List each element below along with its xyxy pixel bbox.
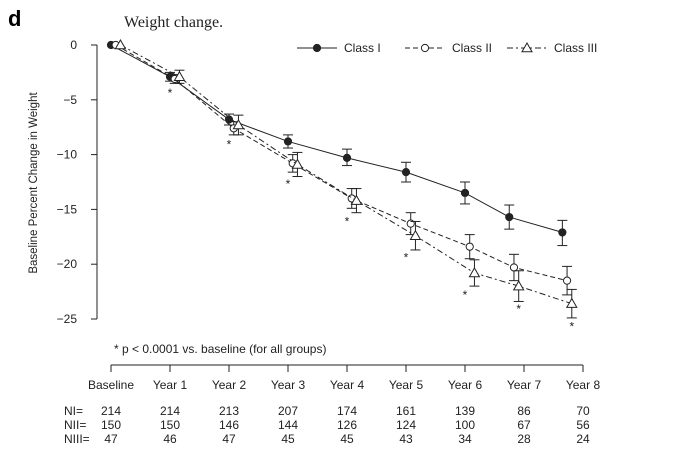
series-class-iii [114,38,578,319]
y-tick-label: −5 [63,93,77,107]
legend: Class I Class II Class III [297,41,597,55]
plot-area [106,38,578,319]
sample-size-table: NI= 214 214 213 207 174 161 139 86 70 NII= 150 150 14… [64,404,590,446]
n-table-cell: 45 [281,432,295,446]
data-point [468,266,481,278]
data-point [562,276,572,285]
legend-label: Class III [554,41,597,55]
n-table-cell: 124 [396,418,416,432]
n-table-cell: 150 [101,418,121,432]
n-table-row: NIII= 47 46 47 45 45 43 34 28 24 [64,432,590,446]
y-tick-label: −20 [57,257,78,271]
x-tick-label: Baseline [88,378,134,392]
x-tick-label: Year 7 [507,378,542,392]
n-table-cell: 214 [101,404,121,418]
data-point [409,229,422,240]
n-table-cell: 207 [278,404,298,418]
significance-star: * [286,177,291,191]
n-table-cell: 24 [576,432,590,446]
x-tick-label: Year 1 [153,378,188,392]
x-tick-label: Year 4 [330,378,365,392]
legend-item: Class I [297,41,381,55]
legend-item: Class II [405,41,492,55]
data-point [465,242,474,251]
y-tick-label: 0 [70,38,77,52]
significance-star: * [569,320,574,334]
data-point [173,70,186,82]
n-table-row: NI= 214 214 213 207 174 161 139 86 70 [64,404,590,418]
n-table-cell: 126 [337,418,357,432]
data-point [401,168,411,177]
n-table-cell: 45 [340,432,354,446]
n-table-cell: 146 [219,418,239,432]
significance-star: * [463,288,468,302]
series-line [120,44,572,305]
n-table-cell: 67 [517,418,531,432]
data-point [565,297,578,308]
data-point [232,119,245,130]
x-tick-label: Year 5 [389,378,424,392]
data-point [512,280,525,291]
significance-star: * [227,138,232,152]
n-table-row-label: NI= [64,404,83,418]
n-table-cell: 34 [458,432,472,446]
y-axis: 0 −5 −10 −15 −20 −25 [57,38,98,326]
data-point [509,263,519,272]
n-table-cell: 86 [517,404,531,418]
series-class-ii [111,40,573,296]
significance-stars: * * * * * * * * [168,86,575,333]
n-table-cell: 43 [399,432,413,446]
x-tick-label: Year 2 [212,378,247,392]
n-table-cell: 139 [455,404,475,418]
x-tick-label: Year 8 [566,378,601,392]
significance-star: * [168,86,173,100]
n-table-row-label: NII= [64,418,86,432]
n-table-cell: 161 [396,404,416,418]
significance-note: * p < 0.0001 vs. baseline (for all group… [114,342,326,356]
data-point [420,43,430,53]
panel-label: d [8,6,21,31]
n-table-cell: 47 [222,432,236,446]
data-point [283,137,293,146]
y-axis-label: Baseline Percent Change in Weight [28,92,40,274]
data-point [460,188,470,198]
data-point [291,158,304,169]
y-tick-label: −10 [57,148,78,162]
n-table-cell: 150 [160,418,180,432]
data-point [558,228,567,237]
n-table-cell: 214 [160,404,180,418]
legend-item: Class III [507,41,597,55]
legend-label: Class I [344,41,381,55]
data-point [350,194,363,205]
n-table-cell: 46 [163,432,177,446]
data-point [505,212,514,222]
n-table-cell: 70 [576,404,590,418]
n-table-row: NII= 150 150 146 144 126 124 100 67 56 [64,418,590,432]
n-table-cell: 28 [517,432,531,446]
n-table-row-label: NIII= [64,432,90,446]
y-tick-label: −25 [57,312,78,326]
x-tick-label: Year 3 [271,378,306,392]
data-point [312,43,322,53]
y-tick-label: −15 [57,202,78,216]
significance-star: * [516,302,521,316]
chart-title: Weight change. [124,14,223,31]
data-point [114,38,127,50]
data-point [342,153,352,162]
x-axis: Baseline Year 1 Year 2 Year 3 Year 4 Year 5 Ye… [88,364,601,392]
series-class-i [106,40,568,247]
significance-star: * [404,251,409,265]
significance-star: * [345,214,350,228]
n-table-cell: 213 [219,404,239,418]
n-table-cell: 174 [337,404,357,418]
n-table-cell: 144 [278,418,298,432]
legend-label: Class II [452,41,492,55]
n-table-cell: 100 [455,418,475,432]
n-table-cell: 47 [104,432,118,446]
data-point [521,41,533,53]
n-table-cell: 56 [576,418,590,432]
x-tick-label: Year 6 [448,378,483,392]
